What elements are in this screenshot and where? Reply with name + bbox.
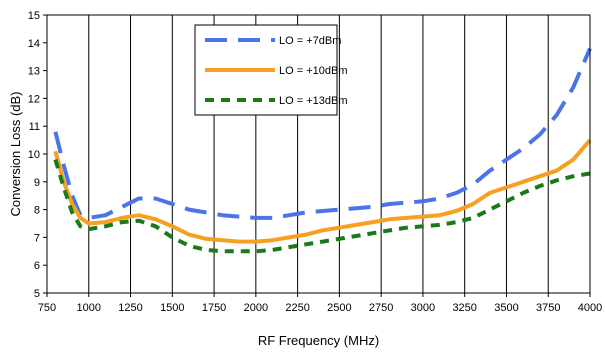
y-tick-label: 8: [34, 205, 40, 217]
x-tick-label: 2000: [244, 302, 268, 314]
x-tick-label: 2500: [327, 302, 351, 314]
y-tick-label: 6: [34, 260, 40, 272]
x-tick-label: 3500: [494, 302, 518, 314]
x-tick-label: 3000: [411, 302, 435, 314]
x-tick-label: 1000: [77, 302, 101, 314]
x-axis-title: RF Frequency (MHz): [258, 333, 379, 348]
legend-label: LO = +7dBm: [279, 35, 341, 47]
y-tick-label: 10: [28, 149, 40, 161]
y-tick-label: 11: [29, 121, 40, 133]
series-line-2: [53, 138, 592, 244]
legend: LO = +7dBm LO = +10dBm LO = +13dBm: [194, 24, 348, 116]
x-tick-label: 4000: [578, 302, 602, 314]
axis-ticks: 5 6 7 8 9 10 11 12 13 14 15 750 1000 1250 1500 1750 2000…: [28, 10, 602, 314]
y-tick-label: 14: [28, 38, 40, 50]
y-axis-title: Conversion Loss (dB): [8, 92, 23, 217]
series-lines: [53, 47, 592, 254]
y-tick-label: 9: [34, 177, 40, 189]
x-tick-label: 1500: [160, 302, 184, 314]
x-tick-label: 2750: [369, 302, 393, 314]
legend-label: LO = +10dBm: [279, 65, 348, 77]
x-tick-label: 1250: [118, 302, 142, 314]
y-tick-label: 7: [34, 232, 40, 244]
y-tick-label: 5: [34, 288, 40, 300]
x-tick-label: 3750: [536, 302, 560, 314]
x-tick-label: 1750: [202, 302, 226, 314]
x-tick-label: 3250: [452, 302, 476, 314]
series-line-3: [53, 159, 591, 254]
x-tick-label: 750: [38, 302, 56, 314]
legend-label: LO = +13dBm: [279, 95, 348, 107]
y-tick-label: 15: [28, 10, 40, 22]
x-tick-label: 2250: [285, 302, 309, 314]
y-tick-label: 13: [28, 66, 40, 78]
y-tick-label: 12: [28, 93, 40, 105]
